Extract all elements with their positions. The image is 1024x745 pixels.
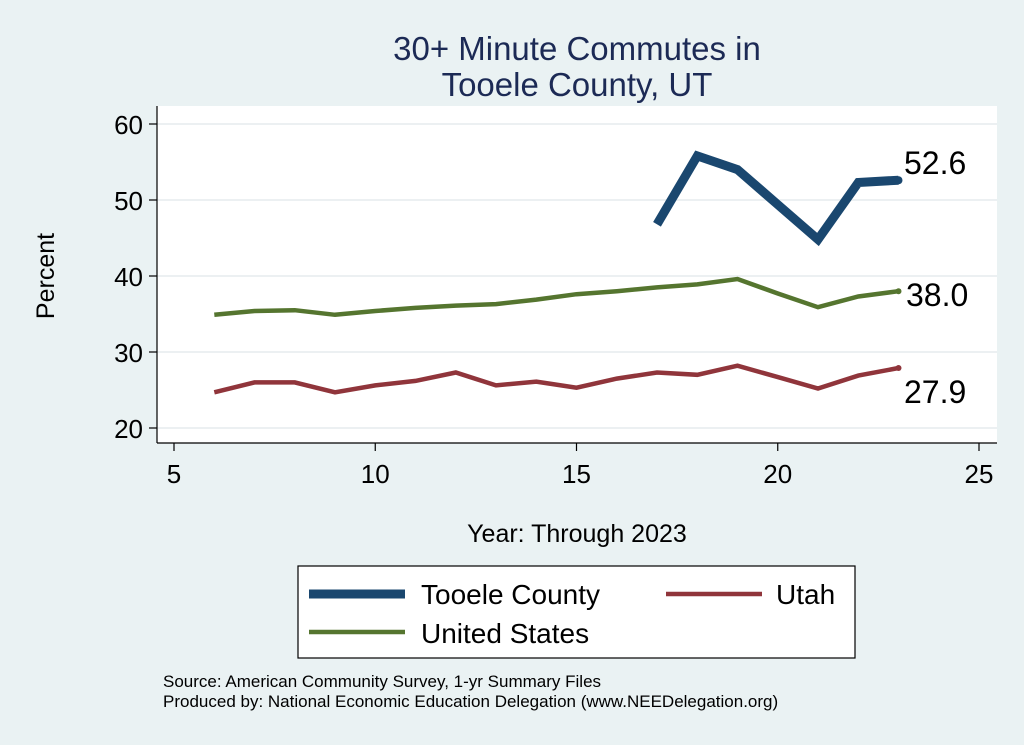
end-labels: 52.6 27.9 38.0: [904, 145, 968, 410]
legend-box: [297, 565, 856, 659]
end-point-utah: [895, 364, 902, 371]
x-tick-label-2: 15: [562, 459, 591, 489]
x-tick-label-0: 5: [167, 459, 181, 489]
end-label-tooele-county: 52.6: [904, 145, 966, 181]
x-tick-label-1: 10: [361, 459, 390, 489]
x-axis-label: Year: Through 2023: [467, 520, 687, 548]
legend-label-tooele-county: Tooele County: [421, 579, 600, 610]
legend-label-utah: Utah: [776, 579, 835, 610]
chart-title-line-1: 30+ Minute Commutes in: [393, 30, 761, 67]
series-lines: [213, 150, 903, 395]
axes: 20 30 40 50 60 5 10 15 20 25: [114, 106, 997, 489]
end-label-utah: 27.9: [904, 374, 966, 410]
legend: Tooele County Utah United States: [297, 565, 856, 659]
end-point-united-states: [895, 288, 902, 295]
producer-note: Produced by: National Economic Education…: [163, 692, 779, 711]
y-tick-label-2: 40: [114, 262, 143, 292]
y-tick-label-1: 30: [114, 338, 143, 368]
y-tick-label-4: 60: [114, 110, 143, 140]
y-tick-label-0: 20: [114, 414, 143, 444]
source-note: Source: American Community Survey, 1-yr …: [163, 672, 602, 691]
grid-lines: [157, 123, 997, 429]
legend-label-united-states: United States: [421, 618, 589, 649]
end-point-tooele-county: [894, 176, 903, 185]
chart-title-line-2: Tooele County, UT: [442, 66, 713, 103]
plot-area: [157, 106, 997, 443]
end-label-united-states: 38.0: [906, 277, 968, 313]
x-tick-label-4: 25: [965, 459, 994, 489]
series-line-tooele-county: [653, 150, 899, 247]
y-tick-label-3: 50: [114, 186, 143, 216]
y-axis-label: Percent: [32, 233, 60, 319]
series-line-utah: [213, 363, 899, 395]
series-line-united-states: [214, 276, 899, 318]
x-tick-label-3: 20: [763, 459, 792, 489]
